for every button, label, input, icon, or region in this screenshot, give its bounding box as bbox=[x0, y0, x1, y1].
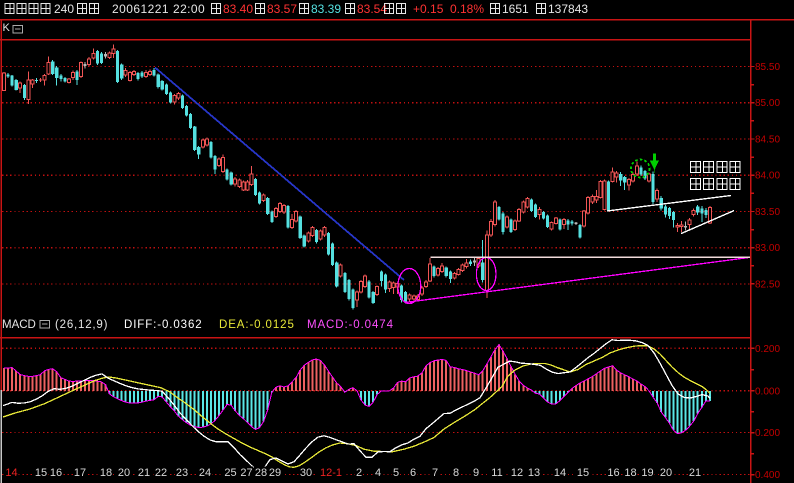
svg-text:20: 20 bbox=[660, 467, 672, 479]
svg-text:1651: 1651 bbox=[502, 2, 529, 16]
svg-text:MACD:-0.0474: MACD:-0.0474 bbox=[307, 319, 394, 331]
svg-text:85.50: 85.50 bbox=[755, 62, 780, 73]
svg-text:19: 19 bbox=[641, 467, 653, 479]
svg-text:0.200: 0.200 bbox=[755, 344, 780, 355]
svg-text:22:00: 22:00 bbox=[173, 2, 205, 16]
svg-text:13: 13 bbox=[528, 467, 540, 479]
svg-text:84.00: 84.00 bbox=[755, 171, 780, 182]
svg-text:83.39: 83.39 bbox=[311, 2, 341, 16]
svg-text:22: 22 bbox=[155, 467, 167, 479]
svg-text:20: 20 bbox=[118, 467, 130, 479]
svg-text:240: 240 bbox=[54, 2, 74, 16]
svg-text:16: 16 bbox=[50, 467, 62, 479]
svg-text:27: 27 bbox=[240, 467, 252, 479]
svg-text:14: 14 bbox=[554, 467, 566, 479]
svg-text:18: 18 bbox=[624, 467, 636, 479]
svg-text:4: 4 bbox=[375, 467, 381, 479]
svg-text:K: K bbox=[3, 22, 11, 34]
svg-text:83.54: 83.54 bbox=[357, 2, 387, 16]
svg-text:+0.15: +0.15 bbox=[413, 2, 444, 16]
svg-text:12-1: 12-1 bbox=[320, 467, 342, 479]
svg-text:21: 21 bbox=[138, 467, 150, 479]
svg-text:0.000: 0.000 bbox=[755, 386, 780, 397]
svg-text:9: 9 bbox=[473, 467, 479, 479]
svg-text:18: 18 bbox=[100, 467, 112, 479]
svg-text:5: 5 bbox=[393, 467, 399, 479]
svg-text:14: 14 bbox=[5, 467, 17, 479]
svg-text:16: 16 bbox=[607, 467, 619, 479]
svg-text:MACD: MACD bbox=[2, 319, 36, 331]
svg-text:15: 15 bbox=[35, 467, 47, 479]
svg-text:0.18%: 0.18% bbox=[450, 2, 484, 16]
svg-text:DEA:-0.0125: DEA:-0.0125 bbox=[219, 319, 295, 331]
svg-text:23: 23 bbox=[176, 467, 188, 479]
svg-text:(26,12,9): (26,12,9) bbox=[55, 319, 108, 331]
svg-text:83.57: 83.57 bbox=[267, 2, 297, 16]
svg-text:85.00: 85.00 bbox=[755, 98, 780, 109]
svg-text:84.50: 84.50 bbox=[755, 134, 780, 145]
svg-text:25: 25 bbox=[224, 467, 236, 479]
svg-text:137843: 137843 bbox=[548, 2, 588, 16]
svg-text:15: 15 bbox=[577, 467, 589, 479]
svg-text:11: 11 bbox=[491, 467, 502, 479]
svg-text:7: 7 bbox=[432, 467, 438, 479]
svg-text:83.40: 83.40 bbox=[223, 2, 253, 16]
svg-text:24: 24 bbox=[199, 467, 211, 479]
svg-text:20061221: 20061221 bbox=[112, 2, 169, 16]
svg-text:83.50: 83.50 bbox=[755, 207, 780, 218]
svg-text:82.50: 82.50 bbox=[755, 279, 780, 290]
svg-text:21: 21 bbox=[689, 467, 701, 479]
svg-text:8: 8 bbox=[453, 467, 459, 479]
svg-text:0.200: 0.200 bbox=[755, 428, 780, 439]
svg-text:83.00: 83.00 bbox=[755, 243, 780, 254]
svg-text:DIFF:-0.0362: DIFF:-0.0362 bbox=[124, 319, 203, 331]
svg-text:12: 12 bbox=[511, 467, 523, 479]
svg-text:2: 2 bbox=[356, 467, 362, 479]
svg-text:6: 6 bbox=[410, 467, 416, 479]
svg-text:29: 29 bbox=[269, 467, 281, 479]
svg-text:30: 30 bbox=[300, 467, 312, 479]
svg-text:0.400: 0.400 bbox=[755, 470, 780, 481]
svg-text:17: 17 bbox=[74, 467, 86, 479]
svg-text:28: 28 bbox=[255, 467, 267, 479]
